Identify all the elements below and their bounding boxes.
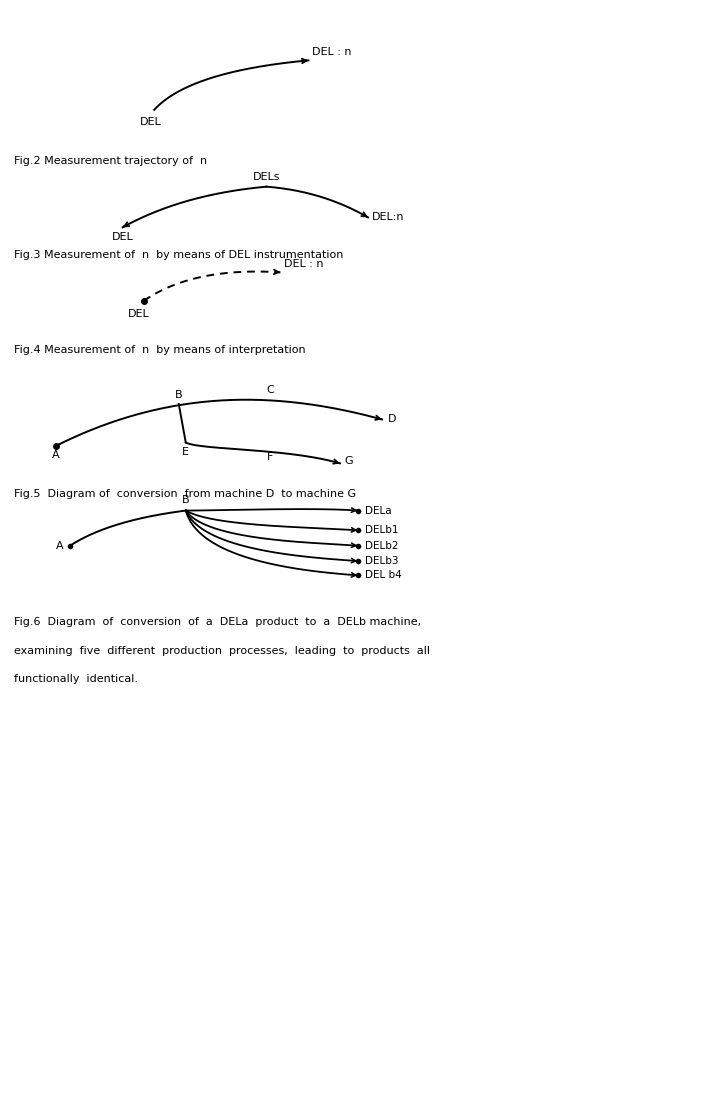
Text: DELb1: DELb1 xyxy=(365,525,398,536)
Text: DEL: DEL xyxy=(128,309,150,318)
Text: Fig.5  Diagram of  conversion  from machine D  to machine G: Fig.5 Diagram of conversion from machine… xyxy=(14,489,356,498)
Text: DELa: DELa xyxy=(365,505,391,516)
Text: D: D xyxy=(388,414,396,425)
Text: DEL b4: DEL b4 xyxy=(365,570,401,581)
Text: F: F xyxy=(266,452,273,462)
Text: DEL : n: DEL : n xyxy=(312,47,351,57)
Text: DELs: DELs xyxy=(252,172,280,182)
Text: B: B xyxy=(175,390,182,400)
Text: DELb3: DELb3 xyxy=(365,556,398,567)
Text: Fig.2 Measurement trajectory of  n: Fig.2 Measurement trajectory of n xyxy=(14,156,207,166)
Text: G: G xyxy=(344,456,353,467)
Text: functionally  identical.: functionally identical. xyxy=(14,674,138,684)
Text: B: B xyxy=(182,495,189,505)
Text: Fig.6  Diagram  of  conversion  of  a  DELa  product  to  a  DELb machine,: Fig.6 Diagram of conversion of a DELa pr… xyxy=(14,617,421,627)
Text: DEL:n: DEL:n xyxy=(372,212,404,223)
Text: C: C xyxy=(266,385,274,395)
Text: Fig.4 Measurement of  n  by means of interpretation: Fig.4 Measurement of n by means of inter… xyxy=(14,345,306,355)
Text: Fig.3 Measurement of  n  by means of DEL instrumentation: Fig.3 Measurement of n by means of DEL i… xyxy=(14,250,343,260)
Text: A: A xyxy=(55,540,63,551)
Text: DEL : n: DEL : n xyxy=(284,259,323,269)
Text: DEL: DEL xyxy=(111,232,134,242)
Text: E: E xyxy=(182,447,189,457)
Text: examining  five  different  production  processes,  leading  to  products  all: examining five different production proc… xyxy=(14,646,430,656)
Text: DEL: DEL xyxy=(139,117,162,127)
Text: DELb2: DELb2 xyxy=(365,540,398,551)
Text: A: A xyxy=(53,450,60,460)
